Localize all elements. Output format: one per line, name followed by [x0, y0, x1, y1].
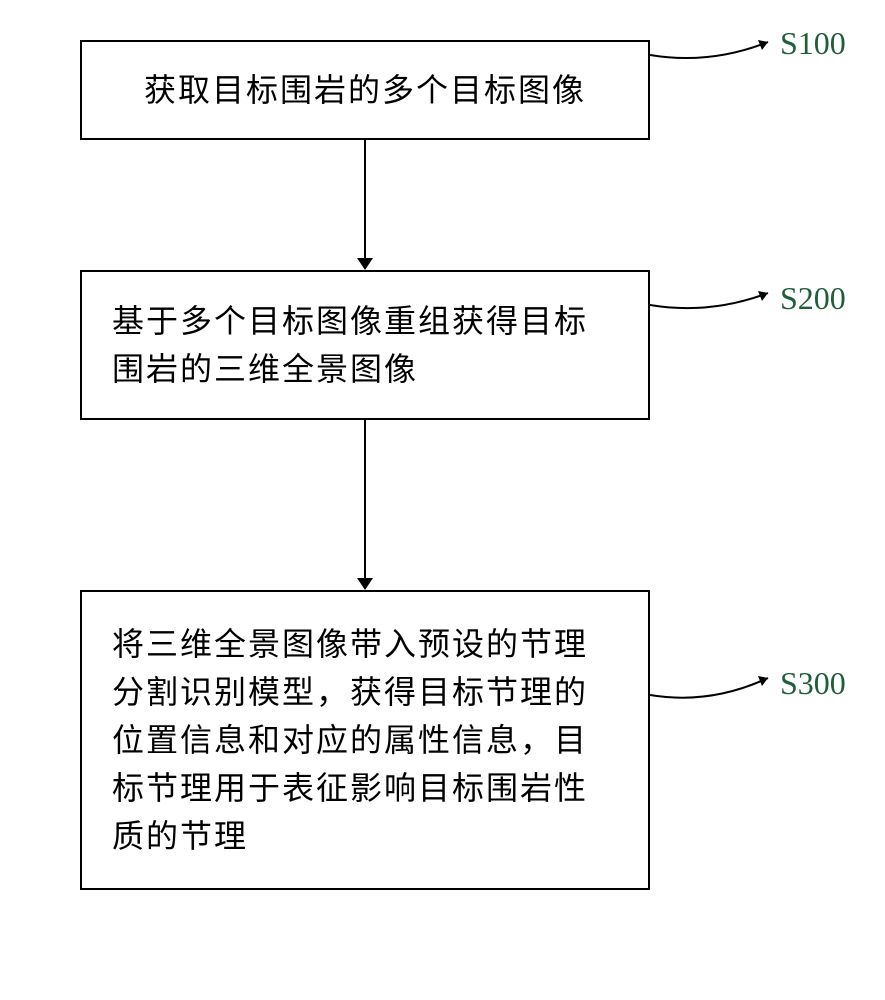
step-label-s300: S300 [780, 665, 846, 702]
flow-box-s200: 基于多个目标图像重组获得目标围岩的三维全景图像 [80, 270, 650, 420]
curve-arrow-s300 [650, 660, 780, 710]
flowchart-container: 获取目标围岩的多个目标图像 S100 基于多个目标图像重组获得目标围岩的三维全景… [0, 0, 885, 1000]
curve-arrow-s200 [650, 275, 780, 325]
arrow-line-2 [364, 420, 366, 578]
arrow-line-1 [364, 140, 366, 258]
step-label-s100: S100 [780, 25, 846, 62]
flow-box-s100: 获取目标围岩的多个目标图像 [80, 40, 650, 140]
flow-box-s100-text: 获取目标围岩的多个目标图像 [144, 66, 586, 114]
flow-box-s300: 将三维全景图像带入预设的节理分割识别模型，获得目标节理的位置信息和对应的属性信息… [80, 590, 650, 890]
step-label-s200: S200 [780, 280, 846, 317]
flow-box-s300-text: 将三维全景图像带入预设的节理分割识别模型，获得目标节理的位置信息和对应的属性信息… [112, 620, 618, 860]
arrow-head-1 [357, 258, 373, 270]
flow-box-s200-text: 基于多个目标图像重组获得目标围岩的三维全景图像 [112, 297, 618, 393]
arrow-head-2 [357, 578, 373, 590]
curve-arrow-s100 [650, 20, 780, 70]
